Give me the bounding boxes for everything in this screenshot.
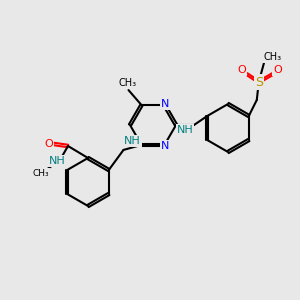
Text: O: O [237,65,246,75]
Text: O: O [45,139,53,149]
Text: N: N [161,141,170,151]
Text: CH₃: CH₃ [264,52,282,62]
Text: NH: NH [177,125,194,135]
Text: N: N [161,99,170,109]
Text: NH: NH [124,136,141,146]
Text: O: O [273,65,282,75]
Text: NH: NH [49,156,65,166]
Text: CH₃: CH₃ [118,78,136,88]
Text: S: S [255,76,263,88]
Text: CH₃: CH₃ [33,169,49,178]
